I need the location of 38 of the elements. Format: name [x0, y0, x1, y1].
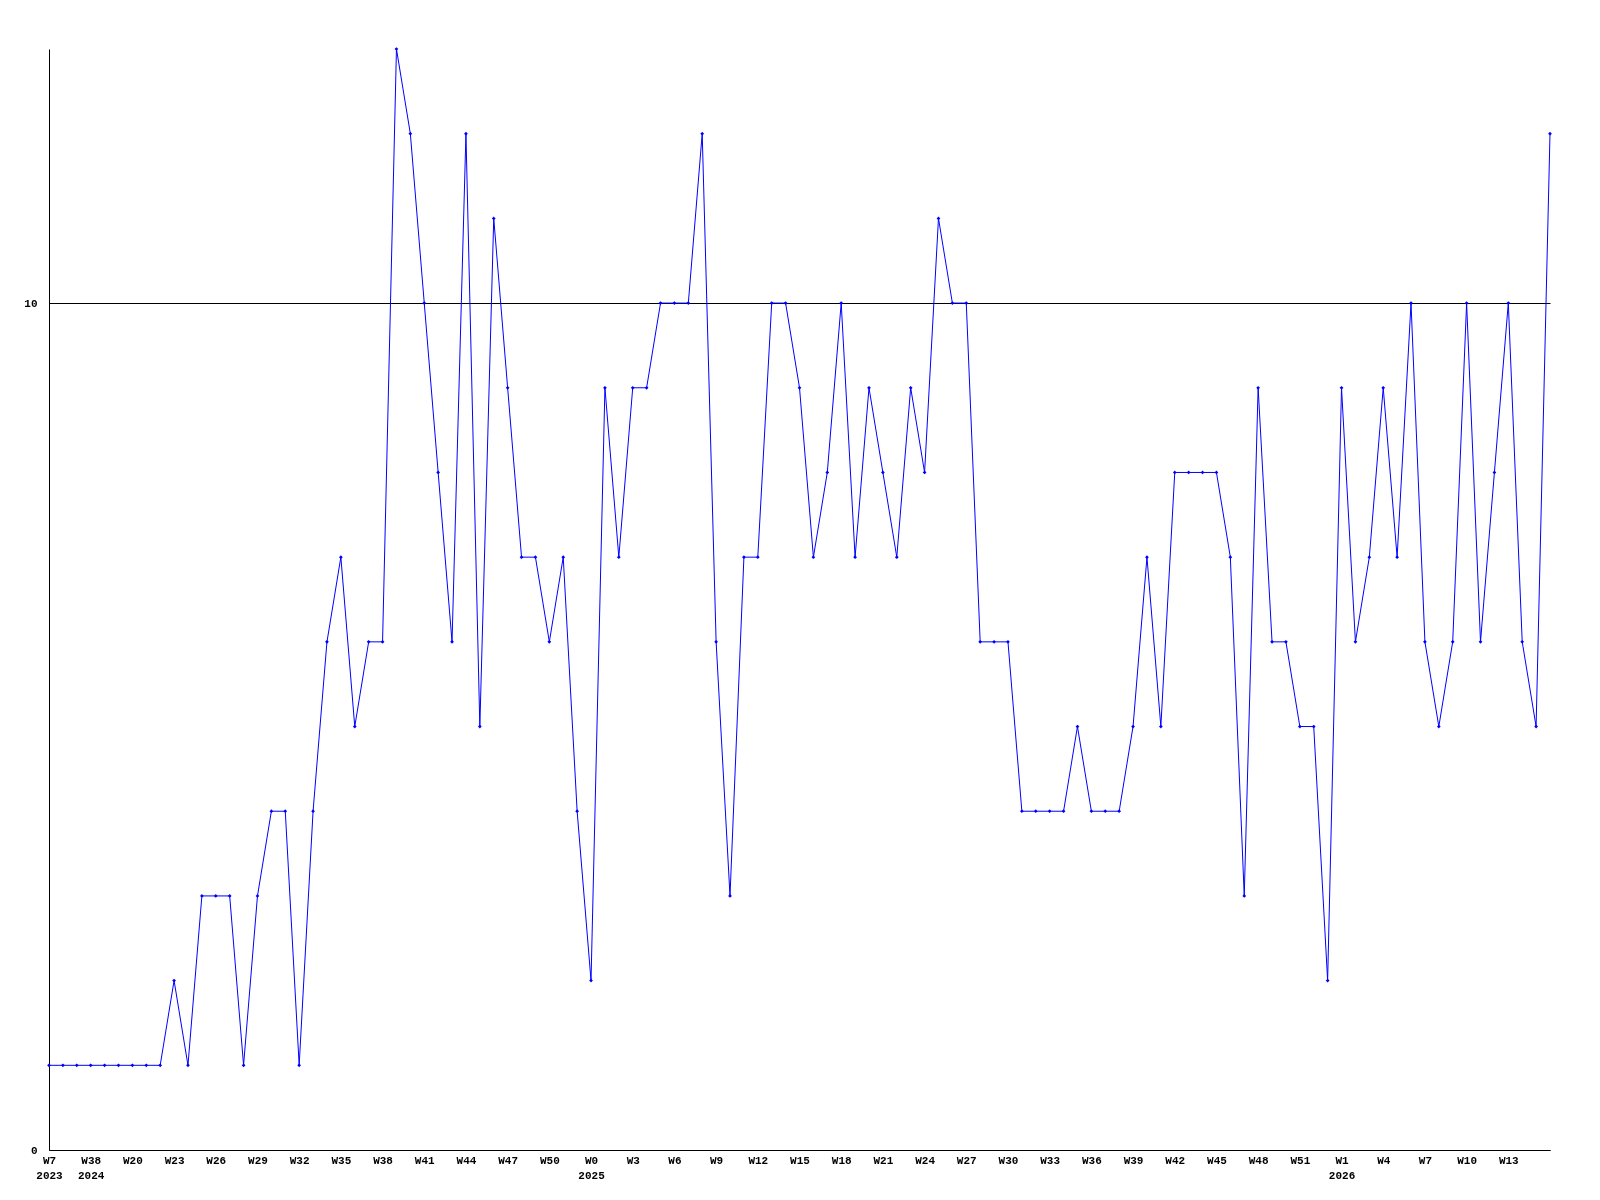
- x-tick-label: W33: [1040, 1154, 1061, 1167]
- x-tick-label: W44: [456, 1154, 477, 1167]
- x-tick-label: W42: [1165, 1154, 1186, 1167]
- x-tick-label: W1 2026: [1328, 1154, 1356, 1182]
- x-tick-label: W41: [414, 1154, 436, 1167]
- x-tick-label: W7: [1418, 1154, 1433, 1167]
- x-tick-label: W38: [373, 1154, 394, 1167]
- y-tick-label: 0: [30, 1144, 38, 1157]
- x-tick-label: W36: [1081, 1154, 1102, 1167]
- x-tick-label: W15: [790, 1154, 811, 1167]
- x-tick-label: W47: [498, 1154, 519, 1167]
- x-tick-label: W9: [710, 1154, 724, 1167]
- x-tick-label: W30: [998, 1154, 1019, 1167]
- x-tick-label: W39: [1123, 1154, 1144, 1167]
- x-tick-label: W13: [1498, 1154, 1520, 1167]
- x-tick-label: W45: [1207, 1154, 1228, 1167]
- x-tick-label: W48: [1248, 1154, 1269, 1167]
- x-tick-label: W27: [956, 1154, 977, 1167]
- x-tick-label: W3: [626, 1154, 641, 1167]
- x-tick-label: W24: [915, 1154, 936, 1167]
- x-tick-label: W35: [331, 1154, 352, 1167]
- x-tick-label: W23: [164, 1154, 185, 1167]
- x-tick-label: W21: [873, 1154, 894, 1167]
- x-tick-label: W0 2025: [578, 1154, 606, 1182]
- x-tick-label: W51: [1290, 1154, 1311, 1167]
- x-tick-label: W18: [831, 1154, 852, 1167]
- x-tick-label: W20: [122, 1154, 143, 1167]
- x-tick-label: W26: [206, 1154, 227, 1167]
- x-tick-label: W32: [289, 1154, 310, 1167]
- x-tick-label: W4: [1377, 1154, 1391, 1167]
- x-tick-label: W7 2023: [36, 1154, 64, 1182]
- x-tick-label: W12: [748, 1154, 769, 1167]
- x-tick-label: W38 2024: [77, 1154, 105, 1182]
- y-tick-label: 10: [24, 297, 38, 310]
- x-tick-label: W6: [668, 1154, 682, 1167]
- x-tick-label: W10: [1457, 1154, 1478, 1167]
- x-tick-label: W50: [539, 1154, 560, 1167]
- x-tick-label: W29: [248, 1154, 268, 1167]
